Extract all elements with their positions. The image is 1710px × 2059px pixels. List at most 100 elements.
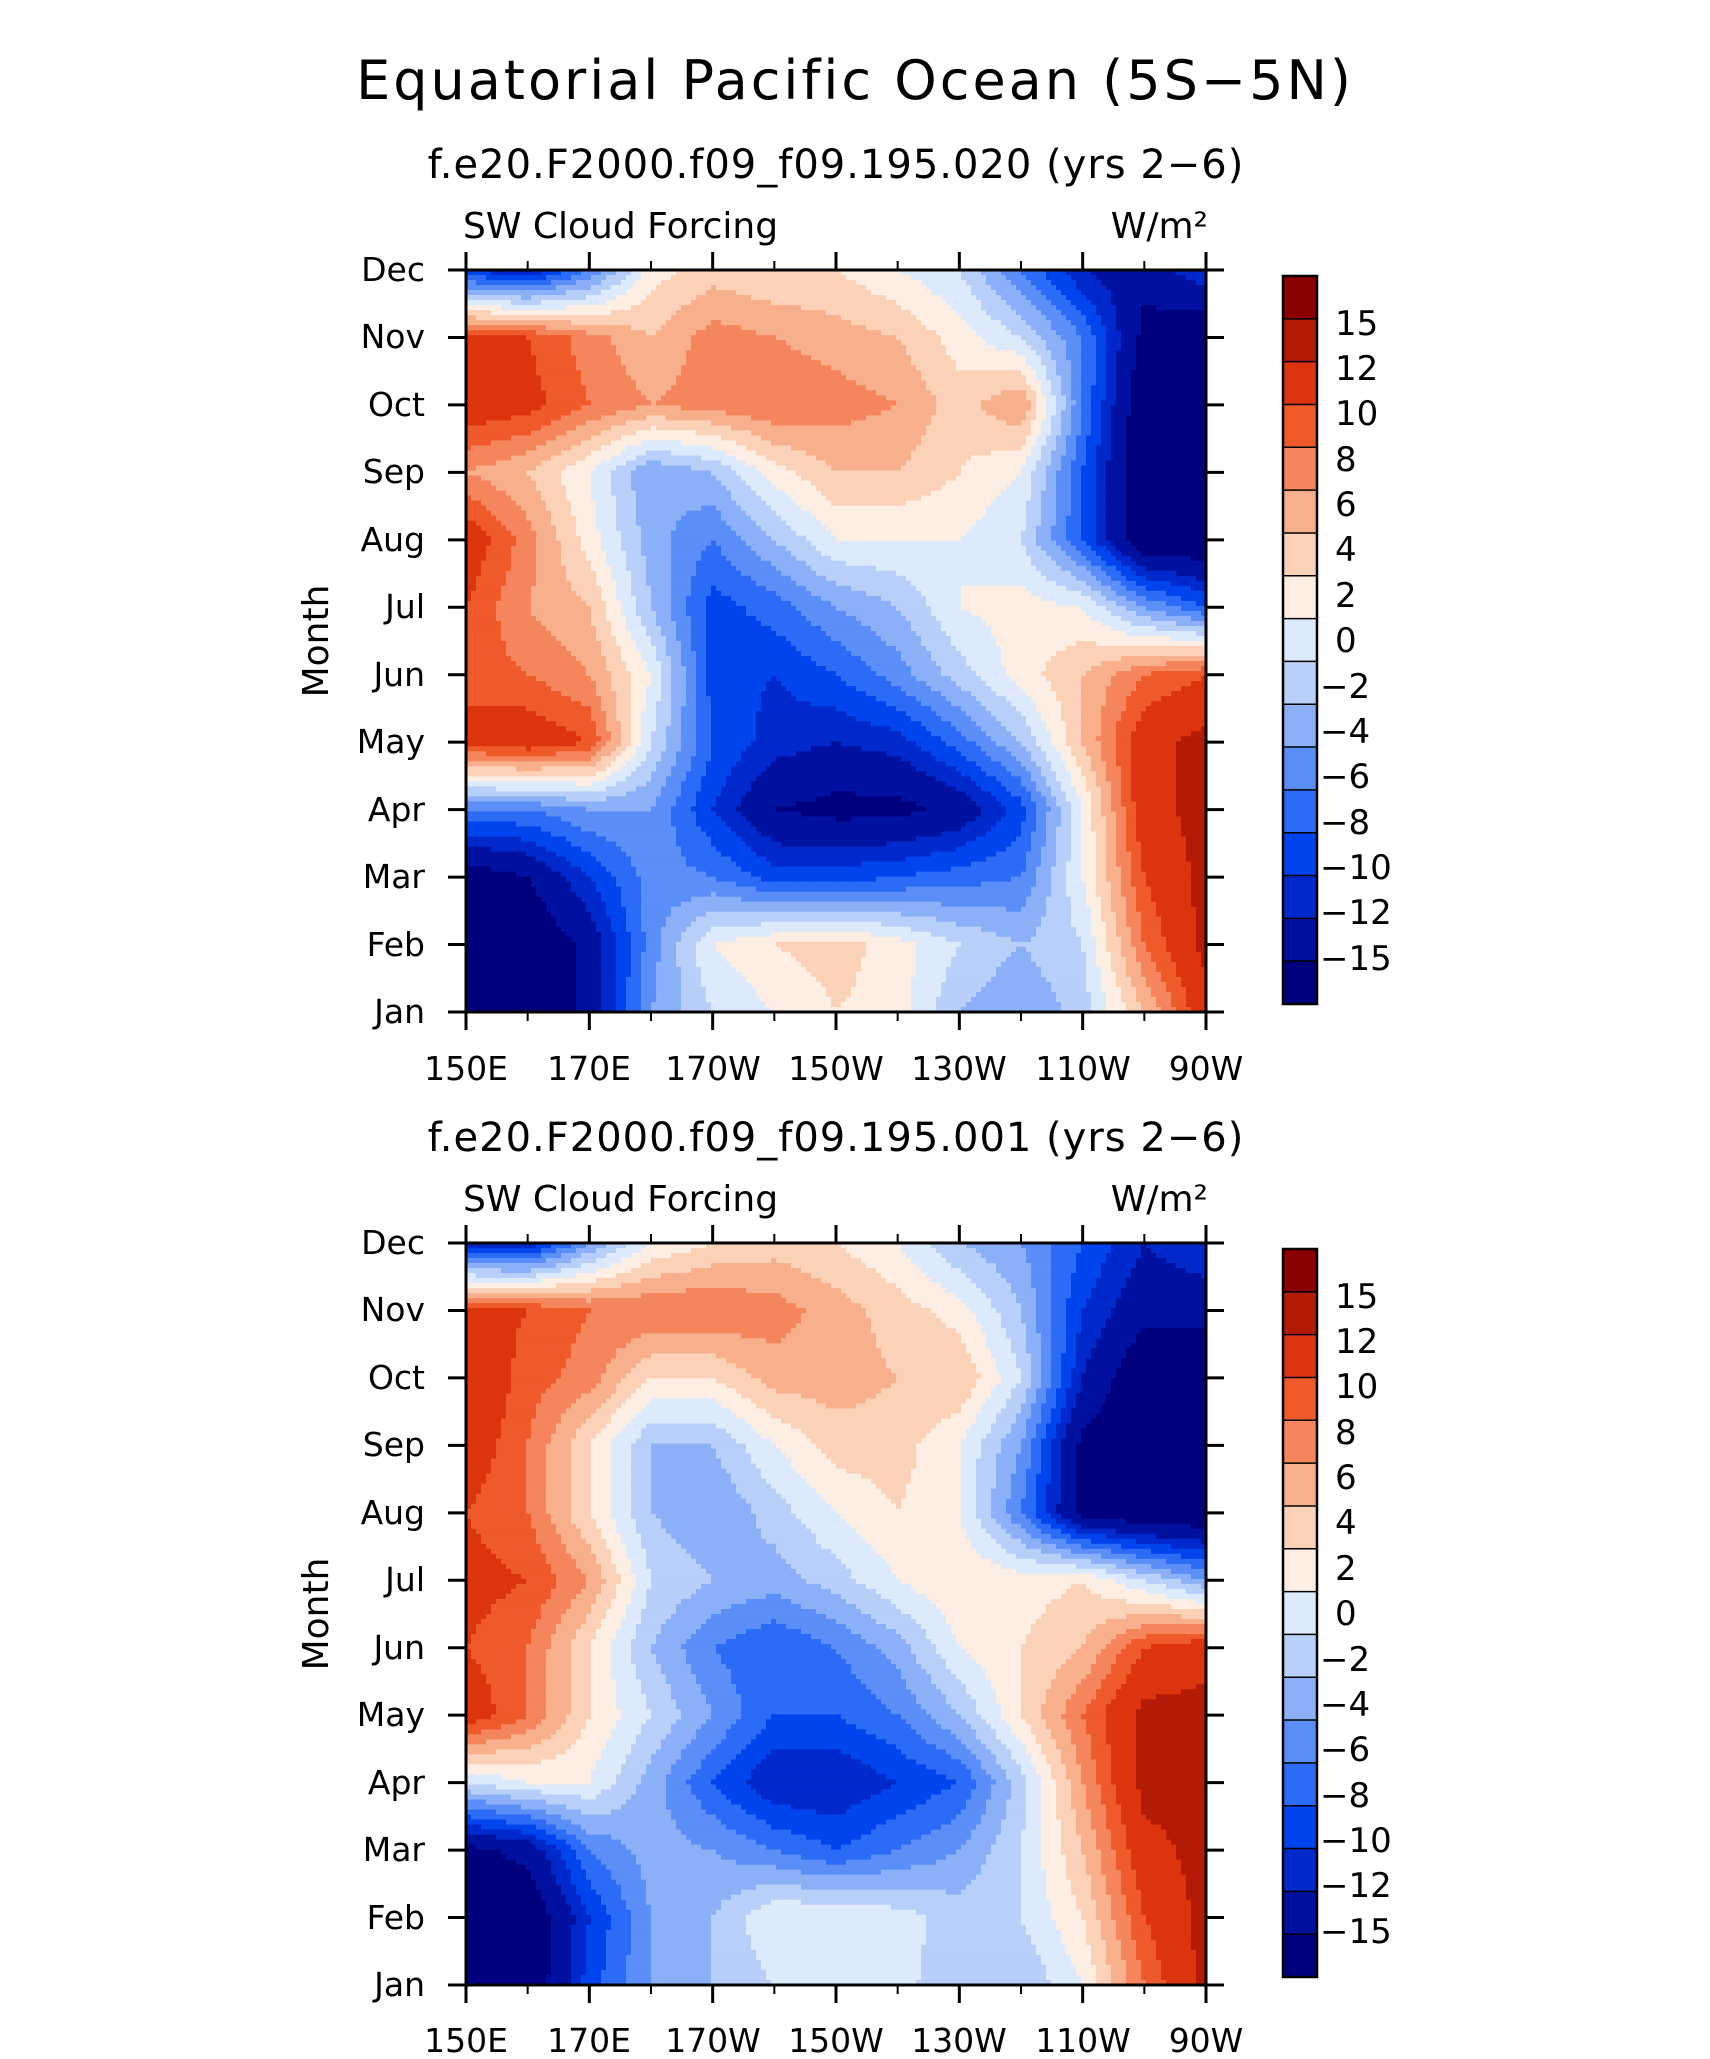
heatmap-cell [486, 385, 492, 391]
heatmap-cell [1051, 280, 1057, 286]
heatmap-cell [1006, 425, 1012, 431]
heatmap-cell [966, 310, 972, 316]
heatmap-cell [1071, 290, 1077, 296]
heatmap-cell [986, 425, 992, 431]
heatmap-cell [551, 420, 557, 426]
heatmap-cell [691, 430, 697, 436]
heatmap-cell [576, 330, 582, 336]
heatmap-cell [1181, 380, 1187, 386]
heatmap-cell [481, 380, 487, 386]
heatmap-cell [651, 360, 657, 366]
heatmap-cell [751, 285, 757, 291]
heatmap-cell [761, 405, 767, 411]
heatmap-cell [1196, 365, 1202, 371]
heatmap-cell [791, 415, 797, 421]
heatmap-cell [946, 325, 952, 331]
heatmap-cell [836, 380, 842, 386]
heatmap-cell [1121, 280, 1127, 286]
heatmap-cell [531, 350, 537, 356]
heatmap-cell [626, 340, 632, 346]
heatmap-cell [1096, 330, 1102, 336]
heatmap-cell [786, 295, 792, 301]
heatmap-cell [1091, 405, 1097, 411]
heatmap-cell [1036, 360, 1042, 366]
heatmap-cell [916, 295, 922, 301]
heatmap-cell [641, 310, 647, 316]
heatmap-cell [666, 370, 672, 376]
heatmap-cell [761, 415, 767, 421]
heatmap-cell [891, 340, 897, 346]
heatmap-cell [1156, 400, 1162, 406]
heatmap-cell [481, 395, 487, 401]
heatmap-cell [946, 335, 952, 341]
heatmap-cell [586, 420, 592, 426]
heatmap-cell [1036, 355, 1042, 361]
heatmap-cell [956, 385, 962, 391]
heatmap-cell [806, 430, 812, 436]
panel-1-heatmap [466, 270, 1207, 1013]
heatmap-cell [481, 315, 487, 321]
heatmap-cell [796, 290, 802, 296]
heatmap-cell [521, 320, 527, 326]
heatmap-cell [861, 435, 867, 441]
heatmap-cell [506, 435, 512, 441]
heatmap-cell [1071, 400, 1077, 406]
heatmap-cell [836, 345, 842, 351]
heatmap-cell [856, 345, 862, 351]
heatmap-cell [496, 300, 502, 306]
heatmap-cell [881, 350, 887, 356]
heatmap-cell [981, 380, 987, 386]
heatmap-cell [846, 375, 852, 381]
heatmap-cell [1126, 320, 1132, 326]
heatmap-cell [1071, 370, 1077, 376]
heatmap-cell [846, 385, 852, 391]
heatmap-cell [681, 330, 687, 336]
heatmap-cell [1121, 370, 1127, 376]
heatmap-cell [771, 295, 777, 301]
heatmap-cell [1001, 425, 1007, 431]
heatmap-cell [641, 280, 647, 286]
heatmap-cell [686, 385, 692, 391]
heatmap-cell [1001, 305, 1007, 311]
heatmap-cell [806, 410, 812, 416]
heatmap-cell [611, 305, 617, 311]
heatmap-cell [676, 280, 682, 286]
heatmap-cell [916, 365, 922, 371]
heatmap-cell [676, 400, 682, 406]
heatmap-cell [861, 330, 867, 336]
heatmap-cell [876, 390, 882, 396]
heatmap-cell [491, 310, 497, 316]
heatmap-cell [1056, 280, 1062, 286]
heatmap-cell [581, 380, 587, 386]
heatmap-cell [1071, 365, 1077, 371]
heatmap-cell [946, 295, 952, 301]
heatmap-cell [921, 355, 927, 361]
heatmap-cell [661, 370, 667, 376]
heatmap-cell [581, 350, 587, 356]
heatmap-cell [856, 370, 862, 376]
heatmap-cell [631, 315, 637, 321]
heatmap-cell [526, 295, 532, 301]
heatmap-cell [856, 290, 862, 296]
heatmap-cell [776, 320, 782, 326]
heatmap-cell [496, 420, 502, 426]
heatmap-cell [846, 280, 852, 286]
heatmap-cell [686, 295, 692, 301]
heatmap-cell [1146, 395, 1152, 401]
heatmap-cell [1161, 315, 1167, 321]
heatmap-cell [601, 430, 607, 436]
heatmap-cell [541, 370, 547, 376]
heatmap-cell [486, 315, 492, 321]
heatmap-cell [751, 330, 757, 336]
heatmap-cell [711, 345, 717, 351]
heatmap-cell [991, 395, 997, 401]
heatmap-cell [751, 400, 757, 406]
heatmap-cell [1036, 375, 1042, 381]
heatmap-cell [901, 390, 907, 396]
heatmap-cell [921, 320, 927, 326]
heatmap-cell [1141, 425, 1147, 431]
heatmap-cell [571, 305, 577, 311]
heatmap-cell [1081, 405, 1087, 411]
heatmap-cell [471, 380, 477, 386]
heatmap-cell [1131, 275, 1137, 281]
